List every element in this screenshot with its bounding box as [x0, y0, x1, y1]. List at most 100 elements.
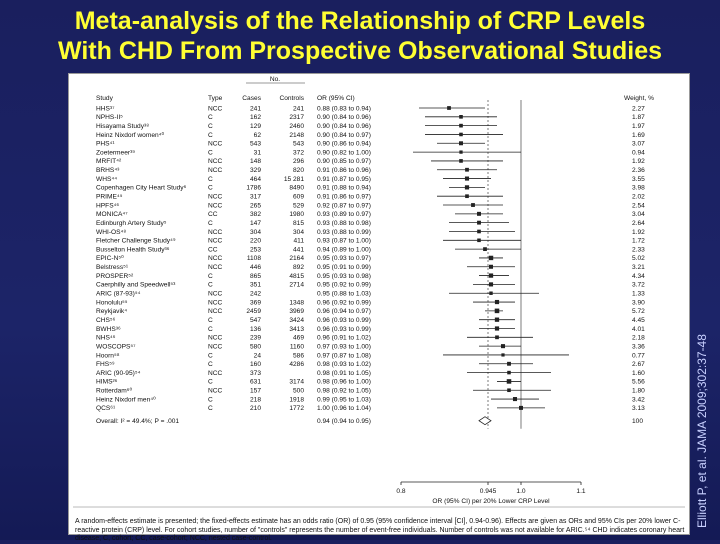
study-name: NHS⁴⁶	[96, 335, 116, 342]
study-cases: 865	[250, 273, 261, 280]
study-or-text: 0.93 (0.89 to 0.97)	[317, 211, 371, 218]
study-or-text: 0.90 (0.84 to 0.96)	[317, 123, 371, 130]
study-cases: 382	[250, 211, 261, 218]
study-controls: 892	[293, 264, 304, 271]
study-weight: 3.72	[632, 282, 645, 289]
study-type: C	[208, 282, 213, 289]
study-type: NCC	[208, 370, 223, 377]
study-type: NCC	[208, 229, 223, 236]
x-tick-label: 1.1	[576, 488, 585, 495]
study-point	[506, 379, 512, 384]
study-type: NCC	[208, 388, 223, 395]
overall-diamond	[478, 416, 492, 426]
study-controls: 543	[293, 141, 304, 148]
study-or-text: 0.93 (0.88 to 0.99)	[317, 229, 371, 236]
study-name: EPIC-N⁵⁰	[96, 254, 124, 262]
study-controls: 586	[293, 352, 304, 359]
study-name: Honolulu⁵⁵	[96, 299, 128, 306]
study-or-text: 0.92 (0.87 to 0.97)	[317, 202, 371, 209]
study-type: NCC	[208, 158, 223, 165]
study-type: CC	[208, 211, 218, 218]
study-type: NCC	[208, 238, 223, 245]
study-type: NCC	[208, 308, 223, 315]
study-cases: 31	[254, 149, 262, 156]
study-name: BWHS³⁶	[96, 326, 121, 333]
study-weight: 1.80	[632, 388, 645, 395]
figure-footnote: A random-effects estimate is presented; …	[75, 518, 685, 543]
study-controls: 500	[293, 388, 304, 395]
study-type: NCC	[208, 299, 223, 306]
study-type: NCC	[208, 194, 223, 201]
study-type: NCC	[208, 255, 223, 262]
study-or-text: 0.93 (0.87 to 1.00)	[317, 238, 371, 245]
study-or-text: 0.88 (0.83 to 0.94)	[317, 105, 371, 112]
study-type: CC	[208, 246, 218, 253]
study-weight: 5.72	[632, 308, 645, 315]
study-point	[483, 247, 487, 252]
study-weight: 3.21	[632, 264, 645, 271]
study-controls: 304	[293, 229, 304, 236]
study-or-text: 0.98 (0.91 to 1.05)	[317, 370, 371, 377]
overall-label: Overall: I² = 49.4%; P = .001	[96, 418, 179, 425]
study-name: MRFIT⁴²	[96, 158, 122, 165]
study-controls: 2714	[289, 282, 304, 289]
study-weight: 1.97	[632, 123, 645, 130]
study-or-text: 0.91 (0.86 to 0.96)	[317, 167, 371, 174]
study-point	[494, 326, 500, 331]
study-weight: 1.92	[632, 158, 645, 165]
study-cases: 1108	[247, 255, 262, 262]
study-weight: 3.98	[632, 185, 645, 192]
study-cases: 218	[250, 396, 261, 403]
study-point	[494, 299, 500, 305]
study-name: Edinburgh Artery Study⁵	[96, 220, 167, 227]
study-cases: 446	[250, 264, 261, 271]
study-point	[464, 176, 470, 181]
study-or-text: 0.90 (0.85 to 0.97)	[317, 158, 371, 165]
study-controls: 441	[293, 246, 304, 253]
study-weight: 4.01	[632, 326, 645, 333]
study-name: BRHS⁴³	[96, 167, 120, 174]
study-name: Belstress⁵¹	[96, 264, 129, 271]
study-or-text: 0.90 (0.86 to 0.94)	[317, 141, 371, 148]
x-tick-label: 0.8	[396, 488, 405, 495]
study-or-text: 0.91 (0.86 to 0.97)	[317, 194, 371, 201]
study-name: WOSCOPS⁵⁷	[96, 343, 136, 350]
study-type: C	[208, 379, 213, 386]
study-cases: 543	[250, 141, 261, 148]
study-or-text: 0.96 (0.91 to 1.02)	[317, 335, 371, 342]
forest-plot: No. Study Type Cases Controls OR (95% CI) Weig…	[73, 76, 685, 508]
study-weight: 3.55	[632, 176, 645, 183]
study-type: NCC	[208, 335, 223, 342]
study-name: WHS⁴⁴	[96, 176, 117, 183]
study-type: NCC	[208, 291, 223, 298]
study-cases: 148	[250, 158, 261, 165]
study-cases: 369	[250, 299, 261, 306]
study-cases: 162	[250, 114, 261, 121]
study-controls: 529	[293, 202, 304, 209]
study-cases: 351	[250, 282, 261, 289]
study-cases: 62	[254, 132, 262, 139]
study-controls: 1772	[289, 405, 304, 412]
study-point	[507, 388, 511, 393]
study-or-text: 0.90 (0.84 to 0.97)	[317, 132, 371, 139]
study-or-text: 0.91 (0.87 to 0.95)	[317, 176, 371, 183]
header-controls: Controls	[279, 95, 304, 102]
study-type: C	[208, 114, 213, 121]
study-controls: 296	[293, 158, 304, 165]
study-type: NCC	[208, 105, 223, 112]
study-weight: 3.36	[632, 343, 645, 350]
study-controls: 2148	[289, 132, 304, 139]
study-controls: 411	[293, 238, 304, 245]
study-name: Rotterdam⁶⁰	[96, 387, 132, 395]
study-name: HPFS⁴⁶	[96, 202, 119, 209]
study-weight: 3.42	[632, 396, 645, 403]
study-point	[494, 317, 500, 322]
study-weight: 4.45	[632, 317, 645, 324]
study-cases: 265	[250, 202, 261, 209]
study-type: C	[208, 149, 213, 156]
study-or-text: 0.96 (0.92 to 0.99)	[317, 299, 371, 306]
study-name: HIMS²⁶	[96, 379, 118, 386]
study-or-text: 0.97 (0.93 to 1.00)	[317, 343, 371, 350]
study-controls: 3413	[289, 326, 304, 333]
study-controls: 3174	[289, 379, 304, 386]
